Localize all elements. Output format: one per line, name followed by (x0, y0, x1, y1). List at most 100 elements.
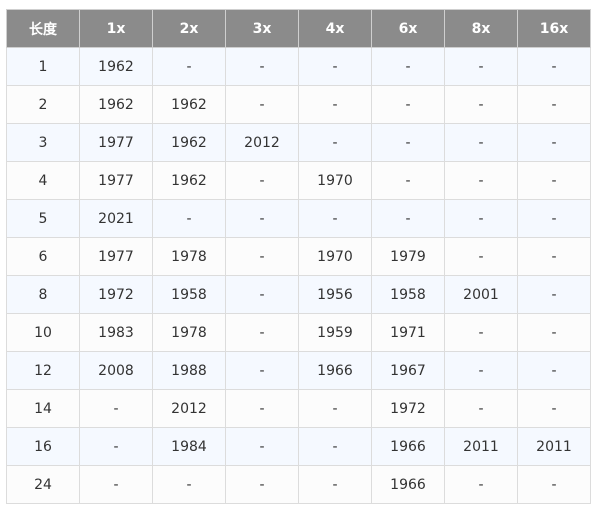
table-cell: 1958 (371, 275, 445, 314)
header-cell: 2x (152, 9, 226, 48)
table-cell: - (225, 427, 299, 466)
table-cell: - (517, 313, 591, 352)
table-head: 长度 1x 2x 3x 4x 6x 8x 16x (6, 9, 591, 48)
table-row: 14-2012- -1972- - (6, 389, 591, 428)
header-cell: 4x (298, 9, 372, 48)
table-row: 4 1977 1962-1970- - - (6, 161, 591, 200)
table-cell: - (517, 465, 591, 504)
table-cell: - (79, 465, 153, 504)
table-cell: - (517, 351, 591, 390)
table-cell: 1988 (152, 351, 226, 390)
table-cell: 1 (6, 47, 80, 86)
table-row: 5 2021- - - - - - (6, 199, 591, 238)
table-cell: 1970 (298, 161, 372, 200)
table-cell: - (371, 161, 445, 200)
table-cell: 1966 (298, 351, 372, 390)
table-cell: - (225, 275, 299, 314)
table-cell: 12 (6, 351, 80, 390)
table-cell: 1962 (79, 85, 153, 124)
table-cell: 24 (6, 465, 80, 504)
table-cell: - (225, 465, 299, 504)
header-cell: 长度 (6, 9, 80, 48)
table-cell: 1962 (152, 123, 226, 162)
table-cell: 1967 (371, 351, 445, 390)
table-cell: - (444, 465, 518, 504)
table-cell: - (444, 47, 518, 86)
table-cell: 1979 (371, 237, 445, 276)
table-cell: 1962 (152, 85, 226, 124)
table-cell: 6 (6, 237, 80, 276)
table-cell: - (517, 199, 591, 238)
table-body: 1 1962- - - - - -2 1962 1962- - - - -3 1977 1962 2012- -… (6, 47, 591, 504)
table-cell: 1978 (152, 313, 226, 352)
table-cell: - (298, 199, 372, 238)
table-cell: 10 (6, 313, 80, 352)
table-cell: 8 (6, 275, 80, 314)
table-cell: 1978 (152, 237, 226, 276)
table-cell: - (444, 85, 518, 124)
table-cell: 2001 (444, 275, 518, 314)
table-cell: - (298, 427, 372, 466)
table-cell: - (225, 313, 299, 352)
header-cell: 3x (225, 9, 299, 48)
table-cell: - (298, 389, 372, 428)
table-cell: 1977 (79, 123, 153, 162)
table-cell: 2011 (517, 427, 591, 466)
table-row: 3 1977 1962 2012- - - - (6, 123, 591, 162)
table-cell: 1956 (298, 275, 372, 314)
table-cell: 1977 (79, 161, 153, 200)
table-cell: 5 (6, 199, 80, 238)
table-cell: - (298, 47, 372, 86)
table-cell: 4 (6, 161, 80, 200)
table-cell: - (298, 123, 372, 162)
table-cell: - (444, 351, 518, 390)
table-cell: 1966 (371, 465, 445, 504)
table-row: 6 1977 1978-1970 1979- - (6, 237, 591, 276)
table-cell: 1966 (371, 427, 445, 466)
table-cell: - (444, 313, 518, 352)
table-cell: - (152, 465, 226, 504)
table-cell: - (225, 351, 299, 390)
table-cell: - (517, 161, 591, 200)
table-cell: 1962 (152, 161, 226, 200)
table-cell: - (152, 199, 226, 238)
table-cell: 1977 (79, 237, 153, 276)
table-cell: - (517, 123, 591, 162)
table-cell: 1959 (298, 313, 372, 352)
table-cell: 2012 (152, 389, 226, 428)
table-cell: - (79, 427, 153, 466)
table-cell: 1972 (371, 389, 445, 428)
table-cell: - (371, 47, 445, 86)
table-cell: - (517, 389, 591, 428)
table-cell: - (517, 237, 591, 276)
table-cell: 1972 (79, 275, 153, 314)
table-cell: - (444, 237, 518, 276)
table-cell: 3 (6, 123, 80, 162)
table-cell: - (225, 161, 299, 200)
table-cell: - (444, 161, 518, 200)
table-cell: - (79, 389, 153, 428)
table-cell: 16 (6, 427, 80, 466)
table-cell: - (298, 465, 372, 504)
table-cell: 2012 (225, 123, 299, 162)
table-cell: - (225, 237, 299, 276)
table-cell: - (371, 199, 445, 238)
header-row: 长度 1x 2x 3x 4x 6x 8x 16x (6, 9, 591, 48)
table-cell: - (517, 47, 591, 86)
table-cell: - (371, 123, 445, 162)
table-cell: - (298, 85, 372, 124)
table-cell: 1984 (152, 427, 226, 466)
table-cell: - (444, 389, 518, 428)
table-cell: - (152, 47, 226, 86)
table-cell: - (444, 199, 518, 238)
table-row: 2 1962 1962- - - - - (6, 85, 591, 124)
table-cell: 2 (6, 85, 80, 124)
table-cell: 1983 (79, 313, 153, 352)
table-cell: 1970 (298, 237, 372, 276)
table-cell: - (444, 123, 518, 162)
table-cell: - (225, 47, 299, 86)
table-row: 10 1983 1978-1959 1971- - (6, 313, 591, 352)
header-cell: 16x (517, 9, 591, 48)
header-cell: 8x (444, 9, 518, 48)
